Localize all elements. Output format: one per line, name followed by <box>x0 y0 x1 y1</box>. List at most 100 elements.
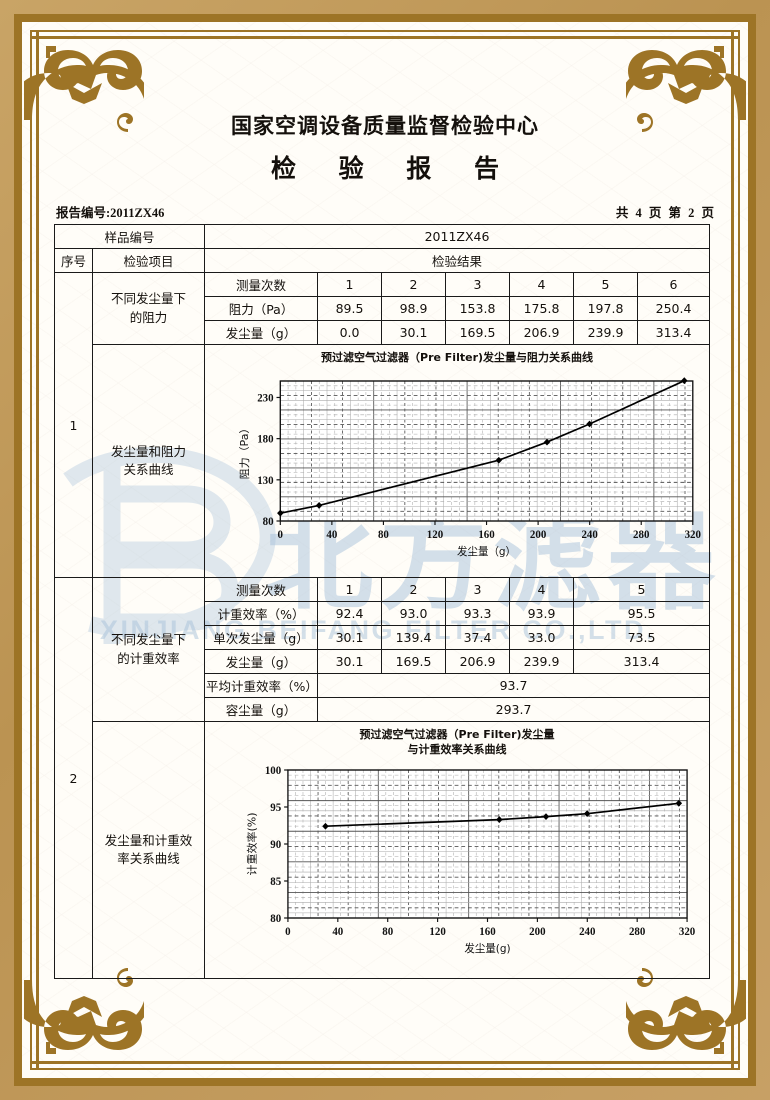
cumulative-dust-cell: 239.9 <box>509 649 575 674</box>
svg-text:80: 80 <box>270 913 281 925</box>
single-dust-cell: 33.0 <box>509 625 575 650</box>
table-row-single-dust: 单次发尘量（g） 30.1 139.4 37.4 33.0 73.5 <box>55 625 711 650</box>
table-row-chart-2: 发尘量和计重效 率关系曲线 预过滤空气过滤器（Pre Filter)发尘量 与计重效… <box>55 721 711 979</box>
table-row-measure-count-1: 1 不同发尘量下 的阻力 测量次数 1 2 3 4 5 6 <box>54 272 711 578</box>
chart-resistance-vs-dust: 预过滤空气过滤器（Pre Filter)发尘量与阻力关系曲线 80 130 180 2… <box>206 347 708 575</box>
measure-count-cell: 2 <box>381 272 447 297</box>
measure-count-cell: 1 <box>317 272 383 297</box>
efficiency-cell: 95.5 <box>573 601 711 626</box>
measure-count-cell: 3 <box>445 272 511 297</box>
col-header-item: 检验项目 <box>91 248 206 273</box>
resistance-cell: 153.8 <box>445 296 511 321</box>
efficiency-cell: 93.3 <box>445 601 511 626</box>
row-label-measure-count: 测量次数 <box>204 272 319 297</box>
row-label-single-dust: 单次发尘量（g） <box>204 625 319 650</box>
sample-number-label: 样品编号 <box>53 224 206 249</box>
report-number: 报告编号:2011ZX46 <box>56 206 165 220</box>
svg-text:0: 0 <box>278 529 284 541</box>
frame-rule-right-inner <box>731 30 734 1070</box>
frame-rule-bottom-inner <box>30 1061 740 1064</box>
svg-text:200: 200 <box>530 529 547 541</box>
svg-text:阻力（Pa）: 阻力（Pa） <box>238 423 251 480</box>
row-label-resistance: 阻力（Pa） <box>204 296 319 321</box>
dust-cell: 30.1 <box>381 320 447 345</box>
resistance-cell: 175.8 <box>509 296 575 321</box>
measure-count-cell-2: 1 <box>317 577 383 602</box>
cumulative-dust-cell: 313.4 <box>573 649 711 674</box>
svg-text:80: 80 <box>382 926 393 938</box>
frame-rule-left-outer <box>30 30 32 1070</box>
single-dust-cell: 30.1 <box>317 625 383 650</box>
row-label-efficiency: 计重效率（%） <box>204 601 319 626</box>
svg-text:120: 120 <box>427 529 444 541</box>
chart-efficiency-vs-dust: 预过滤空气过滤器（Pre Filter)发尘量 与计重效率关系曲线 80 85 90 9… <box>206 724 708 976</box>
svg-text:40: 40 <box>326 529 337 541</box>
chart-cell-2: 预过滤空气过滤器（Pre Filter)发尘量 与计重效率关系曲线 80 85 90 9… <box>204 721 711 979</box>
svg-text:130: 130 <box>257 475 274 487</box>
dust-cell: 0.0 <box>317 320 383 345</box>
organization-title: 国家空调设备质量监督检验中心 <box>231 114 539 138</box>
svg-text:180: 180 <box>257 433 274 445</box>
svg-text:95: 95 <box>270 802 281 814</box>
frame-rule-left-inner <box>36 30 39 1070</box>
dust-cell: 313.4 <box>637 320 711 345</box>
svg-text:发尘量（g）: 发尘量（g） <box>457 545 516 558</box>
single-dust-cell: 139.4 <box>381 625 447 650</box>
page-title: 检 验 报 告 <box>270 154 517 183</box>
measure-count-cell-2: 3 <box>445 577 511 602</box>
svg-text:160: 160 <box>478 529 495 541</box>
table-row-resistance: 阻力（Pa） 89.5 98.9 153.8 175.8 197.8 250.4 <box>55 296 711 321</box>
table-row-chart-1: 发尘量和阻力 关系曲线 预过滤空气过滤器（Pre Filter)发尘量与阻力关系曲… <box>55 344 711 578</box>
resistance-cell: 98.9 <box>381 296 447 321</box>
sample-number-value: 2011ZX46 <box>204 224 711 249</box>
frame-rule-right-outer <box>738 30 740 1070</box>
seq-value-2: 2 <box>54 577 93 979</box>
svg-text:230: 230 <box>257 392 274 404</box>
efficiency-cell: 92.4 <box>317 601 383 626</box>
seq-value-1: 1 <box>54 272 93 578</box>
table-row-dust-1: 发尘量（g） 0.0 30.1 169.5 206.9 239.9 313.4 <box>55 320 711 345</box>
avg-efficiency-value: 93.7 <box>317 673 711 698</box>
row-label-dust-2: 发尘量（g） <box>204 649 319 674</box>
inspection-report-table: 样品编号 2011ZX46 序号 检验项目 检验结果 1 不同发尘量下 的阻力 测… <box>53 224 711 979</box>
item-name-efficiency: 不同发尘量下 的计重效率 <box>91 577 206 722</box>
svg-text:计重效率(%): 计重效率(%) <box>246 813 259 876</box>
frame-rule-bottom-outer <box>30 1068 740 1070</box>
svg-text:120: 120 <box>429 926 446 938</box>
dust-cell: 239.9 <box>573 320 639 345</box>
measure-count-cell-2: 5 <box>573 577 711 602</box>
row-label-measure-count-2: 测量次数 <box>204 577 319 602</box>
measure-count-cell: 4 <box>509 272 575 297</box>
measure-count-cell-2: 2 <box>381 577 447 602</box>
resistance-cell: 89.5 <box>317 296 383 321</box>
svg-text:320: 320 <box>679 926 696 938</box>
item-name-curve-1: 发尘量和阻力 关系曲线 <box>91 344 206 578</box>
resistance-cell: 250.4 <box>637 296 711 321</box>
svg-text:100: 100 <box>265 765 282 777</box>
svg-text:320: 320 <box>685 529 702 541</box>
table-row-dust-capacity: 容尘量（g） 293.7 <box>55 697 711 722</box>
single-dust-cell: 37.4 <box>445 625 511 650</box>
row-label-dust: 发尘量（g） <box>204 320 319 345</box>
table-row-measure-count-2: 2 不同发尘量下 的计重效率 测量次数 1 2 3 4 5 <box>54 577 711 979</box>
measure-count-cell: 5 <box>573 272 639 297</box>
ornament-corner-top-right <box>626 24 746 144</box>
table-row-header: 序号 检验项目 检验结果 <box>54 248 711 273</box>
svg-text:发尘量(g): 发尘量(g) <box>464 942 510 955</box>
svg-text:80: 80 <box>263 516 274 528</box>
chart-2-title: 预过滤空气过滤器（Pre Filter)发尘量 与计重效率关系曲线 <box>359 728 555 756</box>
svg-text:40: 40 <box>332 926 343 938</box>
resistance-cell: 197.8 <box>573 296 639 321</box>
svg-text:280: 280 <box>629 926 646 938</box>
frame-rule-top-inner <box>30 36 740 39</box>
efficiency-cell: 93.0 <box>381 601 447 626</box>
chart-1-svg: 80 130 180 230 0 40 80 120 160 200 240 280 320 发尘量（g）… <box>238 377 702 558</box>
dust-cell: 206.9 <box>509 320 575 345</box>
item-name-curve-2: 发尘量和计重效 率关系曲线 <box>91 721 206 979</box>
report-content: 国家空调设备质量监督检验中心 检 验 报 告 报告编号:2011ZX46 共 4… <box>46 46 724 1054</box>
measure-count-cell: 6 <box>637 272 711 297</box>
svg-text:90: 90 <box>270 839 281 851</box>
table-row-sample: 样品编号 2011ZX46 <box>53 224 711 249</box>
measure-count-cell-2: 4 <box>509 577 575 602</box>
row-label-dust-capacity: 容尘量（g） <box>204 697 319 722</box>
